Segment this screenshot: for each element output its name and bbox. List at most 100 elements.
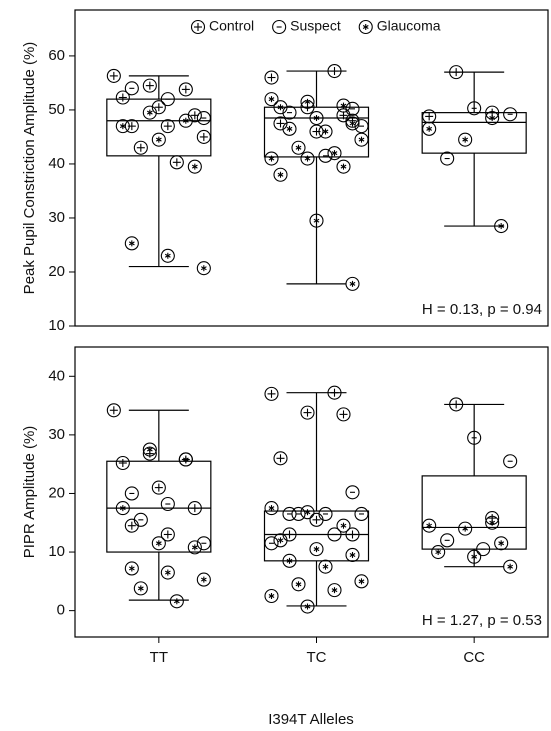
marker-symbol <box>268 97 275 102</box>
point <box>327 527 342 542</box>
marker-symbol <box>268 594 275 598</box>
y-tick-label: 30 <box>48 426 65 443</box>
point <box>160 119 175 134</box>
point <box>115 119 130 134</box>
point <box>264 536 279 551</box>
marker-symbol <box>498 541 505 546</box>
y-tick-label: 20 <box>48 484 65 501</box>
y-axis-label: PIPR Amplitude (%) <box>21 426 38 559</box>
point <box>115 90 130 105</box>
annotation: H = 0.13, p = 0.94 <box>422 301 542 318</box>
marker-symbol <box>164 570 171 575</box>
point <box>124 236 139 251</box>
point <box>273 533 288 548</box>
point <box>503 107 518 122</box>
point <box>160 496 175 512</box>
y-tick-label: 50 <box>48 101 65 118</box>
point <box>467 549 482 564</box>
marker-symbol <box>358 579 365 584</box>
point <box>422 518 437 533</box>
marker-symbol <box>146 447 153 452</box>
marker-symbol <box>331 588 338 593</box>
marker-symbol <box>304 99 311 104</box>
point <box>494 219 509 234</box>
box <box>263 106 370 158</box>
point <box>160 527 175 542</box>
point <box>345 527 360 542</box>
x-tick-label: CC <box>463 649 485 666</box>
point <box>264 386 279 401</box>
marker-symbol <box>304 156 311 161</box>
point <box>467 101 482 116</box>
point <box>151 480 166 495</box>
point <box>345 101 360 116</box>
marker-symbol <box>268 506 275 511</box>
marker-symbol <box>322 564 329 569</box>
point <box>196 261 211 276</box>
marker-symbol <box>340 523 347 528</box>
marker-symbol <box>128 241 135 246</box>
marker-symbol <box>119 506 126 511</box>
point <box>282 553 297 568</box>
point <box>327 63 342 79</box>
point <box>291 577 306 592</box>
point <box>358 19 373 35</box>
point <box>196 572 211 587</box>
point <box>196 536 211 551</box>
point <box>458 521 473 536</box>
point <box>178 113 193 128</box>
point <box>300 405 315 420</box>
marker-symbol <box>340 164 347 169</box>
point <box>264 92 279 107</box>
point <box>503 454 518 469</box>
point <box>124 486 139 501</box>
point <box>169 155 184 170</box>
marker-symbol <box>173 599 180 604</box>
point <box>272 19 287 35</box>
marker-symbol <box>182 457 189 462</box>
point <box>142 442 157 457</box>
point <box>178 452 193 467</box>
y-tick-label: 20 <box>48 263 65 280</box>
marker-symbol <box>462 137 469 142</box>
point <box>169 594 184 609</box>
y-tick-label: 30 <box>48 209 65 226</box>
point <box>318 124 333 139</box>
point <box>309 110 324 126</box>
marker-symbol <box>277 538 284 543</box>
box <box>421 475 527 550</box>
point <box>264 501 279 516</box>
marker-symbol <box>304 604 311 609</box>
plot-frame <box>74 9 549 327</box>
marker-symbol <box>322 129 329 134</box>
point <box>300 151 315 166</box>
point <box>151 536 166 551</box>
point <box>449 397 464 412</box>
marker-symbol <box>182 118 189 123</box>
marker-symbol <box>286 126 293 131</box>
point <box>115 501 130 516</box>
x-axis-label: I394T Alleles <box>268 711 354 728</box>
point <box>422 121 437 136</box>
marker-symbol <box>268 156 275 161</box>
point <box>142 105 157 120</box>
marker-symbol <box>471 554 478 559</box>
point <box>327 385 342 400</box>
legend-label: Glaucoma <box>377 18 441 34</box>
point <box>467 430 482 445</box>
marker-symbol <box>200 577 207 582</box>
marker-symbol <box>349 281 356 286</box>
point <box>345 116 360 131</box>
marker-symbol <box>295 582 302 587</box>
point <box>106 68 121 83</box>
point <box>494 536 509 551</box>
point <box>336 518 351 533</box>
marker-symbol <box>435 550 442 555</box>
point <box>160 565 175 580</box>
marker-symbol <box>489 116 496 121</box>
point <box>160 248 175 263</box>
point <box>264 70 279 85</box>
point <box>440 151 455 166</box>
point <box>106 403 121 418</box>
point <box>354 574 369 589</box>
